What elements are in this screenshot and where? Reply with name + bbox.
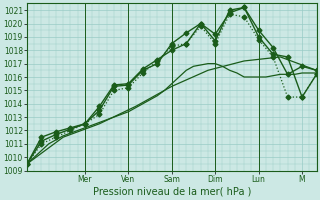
X-axis label: Pression niveau de la mer( hPa ): Pression niveau de la mer( hPa )	[92, 187, 251, 197]
